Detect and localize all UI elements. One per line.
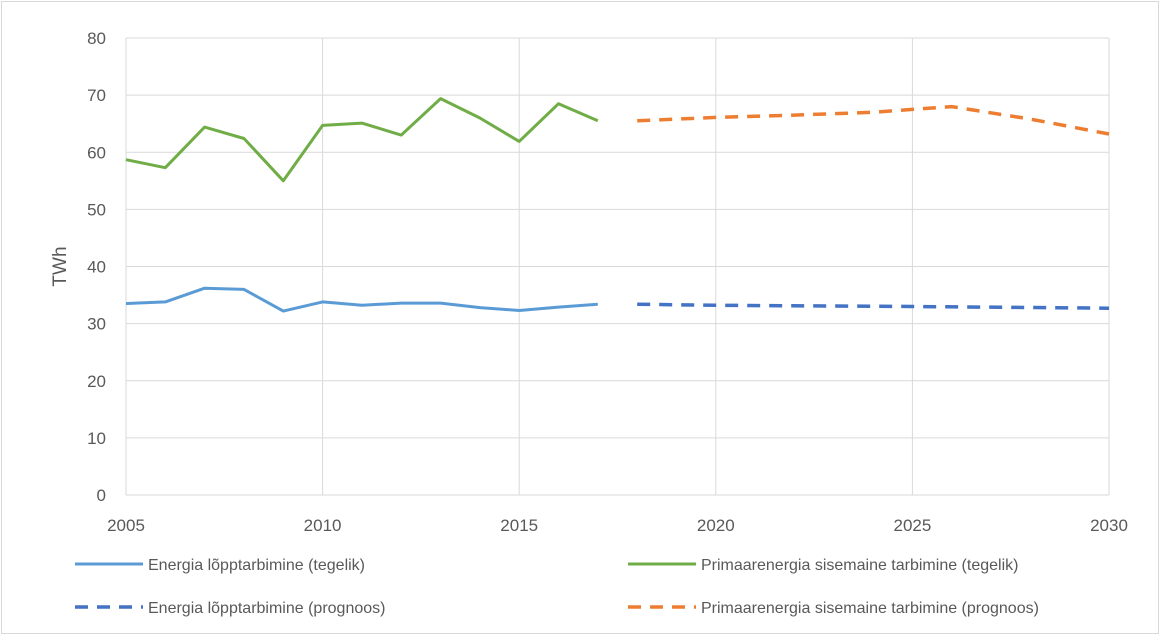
x-tick-label: 2025 xyxy=(893,516,931,535)
y-axis-ticks: 0 10 20 30 40 50 60 70 80 xyxy=(87,29,106,505)
y-axis-title: TWh xyxy=(50,246,71,286)
legend-label: Energia lõpptarbimine (prognoos) xyxy=(148,600,385,617)
gridlines xyxy=(125,37,1110,496)
series-line-3 xyxy=(637,302,1110,310)
series-line-1 xyxy=(125,286,598,313)
y-tick-label: 0 xyxy=(97,486,106,505)
y-tick-label: 50 xyxy=(87,200,106,219)
x-tick-label: 2015 xyxy=(500,516,538,535)
x-tick-label: 2010 xyxy=(304,516,342,535)
y-tick-label: 40 xyxy=(87,258,106,277)
x-axis-ticks: 2005 2010 2015 2020 2025 2030 xyxy=(107,516,1128,535)
legend: Energia lõpptarbimine (tegelik) Primaaren… xyxy=(75,557,1039,617)
y-tick-label: 20 xyxy=(87,372,106,391)
y-tick-label: 60 xyxy=(87,143,106,162)
plot-series xyxy=(125,97,1110,313)
y-tick-label: 30 xyxy=(87,315,106,334)
legend-label: Primaarenergia sisemaine tarbimine (prog… xyxy=(701,600,1039,617)
x-tick-label: 2005 xyxy=(107,516,145,535)
x-tick-label: 2020 xyxy=(697,516,735,535)
y-tick-label: 70 xyxy=(87,86,106,105)
legend-label: Primaarenergia sisemaine tarbimine (tege… xyxy=(701,557,1018,574)
y-tick-label: 10 xyxy=(87,429,106,448)
series-line-2 xyxy=(125,97,599,183)
legend-label: Energia lõpptarbimine (tegelik) xyxy=(148,557,365,574)
series-line-4 xyxy=(637,104,1110,136)
y-tick-label: 80 xyxy=(87,29,106,48)
x-tick-label: 2030 xyxy=(1090,516,1128,535)
